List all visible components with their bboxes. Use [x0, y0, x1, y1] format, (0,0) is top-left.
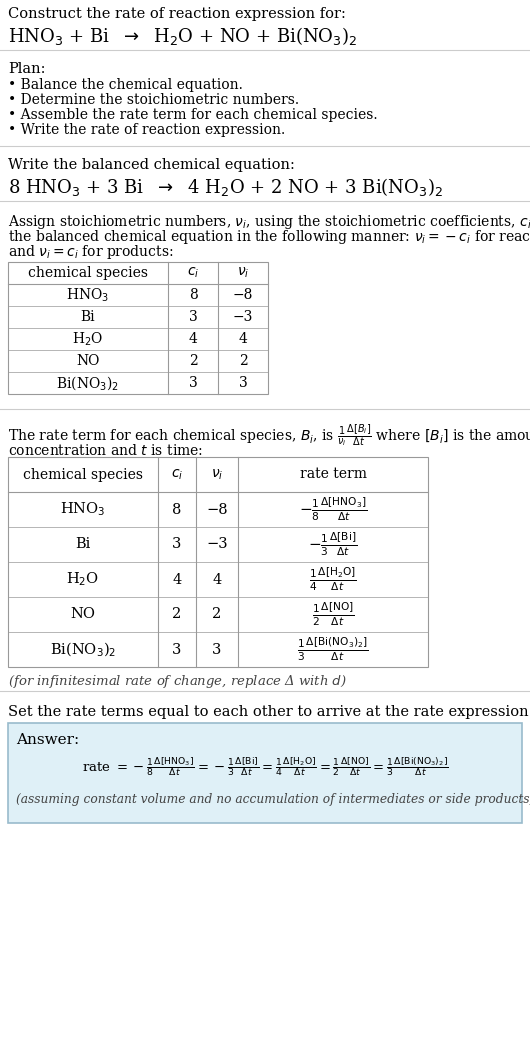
Text: Bi(NO$_3$)$_2$: Bi(NO$_3$)$_2$	[50, 640, 116, 659]
Text: NO: NO	[76, 354, 100, 368]
Text: Assign stoichiometric numbers, $\nu_i$, using the stoichiometric coefficients, $: Assign stoichiometric numbers, $\nu_i$, …	[8, 213, 530, 231]
Text: 2: 2	[189, 354, 197, 368]
Text: • Assemble the rate term for each chemical species.: • Assemble the rate term for each chemic…	[8, 108, 377, 122]
Text: 4: 4	[213, 572, 222, 587]
Text: 2: 2	[213, 607, 222, 621]
Text: • Determine the stoichiometric numbers.: • Determine the stoichiometric numbers.	[8, 93, 299, 107]
Text: The rate term for each chemical species, $B_i$, is $\frac{1}{\nu_i}\frac{\Delta[: The rate term for each chemical species,…	[8, 423, 530, 449]
Text: 3: 3	[172, 643, 182, 656]
Bar	[8, 262, 268, 394]
Text: −3: −3	[233, 311, 253, 324]
Text: concentration and $t$ is time:: concentration and $t$ is time:	[8, 443, 203, 458]
Text: Construct the rate of reaction expression for:: Construct the rate of reaction expressio…	[8, 7, 346, 21]
Text: • Balance the chemical equation.: • Balance the chemical equation.	[8, 78, 243, 92]
Text: $-\frac{1}{8}\frac{\Delta[\mathrm{HNO_3}]}{\Delta t}$: $-\frac{1}{8}\frac{\Delta[\mathrm{HNO_3}…	[298, 496, 367, 523]
Text: 3: 3	[189, 376, 197, 390]
Text: −8: −8	[233, 288, 253, 302]
Text: the balanced chemical equation in the following manner: $\nu_i = -c_i$ for react: the balanced chemical equation in the fo…	[8, 228, 530, 246]
Text: Bi(NO$_3$)$_2$: Bi(NO$_3$)$_2$	[57, 374, 120, 392]
Text: 4: 4	[189, 332, 198, 346]
Text: $c_i$: $c_i$	[171, 467, 183, 481]
Text: Answer:: Answer:	[16, 733, 80, 747]
Text: −3: −3	[206, 538, 228, 551]
Text: $c_i$: $c_i$	[187, 266, 199, 280]
Text: and $\nu_i = c_i$ for products:: and $\nu_i = c_i$ for products:	[8, 243, 173, 260]
Text: 4: 4	[238, 332, 248, 346]
Text: 3: 3	[172, 538, 182, 551]
Text: 3: 3	[213, 643, 222, 656]
Text: $\frac{1}{3}\frac{\Delta[\mathrm{Bi(NO_3)_2}]}{\Delta t}$: $\frac{1}{3}\frac{\Delta[\mathrm{Bi(NO_3…	[297, 636, 369, 664]
Text: (assuming constant volume and no accumulation of intermediates or side products): (assuming constant volume and no accumul…	[16, 793, 530, 807]
Text: 2: 2	[172, 607, 182, 621]
Text: 8 HNO$_3$ + 3 Bi  $\rightarrow$  4 H$_2$O + 2 NO + 3 Bi(NO$_3$)$_2$: 8 HNO$_3$ + 3 Bi $\rightarrow$ 4 H$_2$O …	[8, 176, 443, 198]
Text: $-\frac{1}{3}\frac{\Delta[\mathrm{Bi}]}{\Delta t}$: $-\frac{1}{3}\frac{\Delta[\mathrm{Bi}]}{…	[308, 530, 358, 559]
Text: rate term: rate term	[299, 468, 367, 481]
Text: Bi: Bi	[75, 538, 91, 551]
Text: HNO$_3$: HNO$_3$	[60, 500, 105, 518]
Text: 3: 3	[238, 376, 248, 390]
Text: Set the rate terms equal to each other to arrive at the rate expression:: Set the rate terms equal to each other t…	[8, 705, 530, 719]
Text: H$_2$O: H$_2$O	[72, 330, 104, 348]
Text: −8: −8	[206, 502, 228, 517]
Text: 2: 2	[238, 354, 248, 368]
Text: $\nu_i$: $\nu_i$	[237, 266, 249, 280]
Text: • Write the rate of reaction expression.: • Write the rate of reaction expression.	[8, 123, 285, 137]
Text: $\nu_i$: $\nu_i$	[211, 467, 223, 481]
Text: Plan:: Plan:	[8, 63, 46, 76]
Text: 8: 8	[189, 288, 197, 302]
Text: HNO$_3$: HNO$_3$	[66, 287, 110, 303]
Text: $\frac{1}{2}\frac{\Delta[\mathrm{NO}]}{\Delta t}$: $\frac{1}{2}\frac{\Delta[\mathrm{NO}]}{\…	[312, 600, 355, 628]
Text: Write the balanced chemical equation:: Write the balanced chemical equation:	[8, 158, 295, 172]
Text: 3: 3	[189, 311, 197, 324]
Text: H$_2$O: H$_2$O	[66, 571, 100, 589]
Bar	[8, 457, 428, 667]
Text: 8: 8	[172, 502, 182, 517]
Text: rate $= -\frac{1}{8}\frac{\Delta[\mathrm{HNO_3}]}{\Delta t} = -\frac{1}{3}\frac{: rate $= -\frac{1}{8}\frac{\Delta[\mathrm…	[82, 755, 448, 778]
Text: (for infinitesimal rate of change, replace Δ with $d$): (for infinitesimal rate of change, repla…	[8, 673, 347, 690]
Text: chemical species: chemical species	[28, 266, 148, 280]
Text: 4: 4	[172, 572, 182, 587]
Text: Bi: Bi	[81, 311, 95, 324]
Text: $\frac{1}{4}\frac{\Delta[\mathrm{H_2O}]}{\Delta t}$: $\frac{1}{4}\frac{\Delta[\mathrm{H_2O}]}…	[309, 566, 357, 593]
Text: HNO$_3$ + Bi  $\rightarrow$  H$_2$O + NO + Bi(NO$_3$)$_2$: HNO$_3$ + Bi $\rightarrow$ H$_2$O + NO +…	[8, 25, 357, 47]
Text: NO: NO	[70, 607, 95, 621]
Text: chemical species: chemical species	[23, 468, 143, 481]
Bar	[8, 723, 522, 823]
